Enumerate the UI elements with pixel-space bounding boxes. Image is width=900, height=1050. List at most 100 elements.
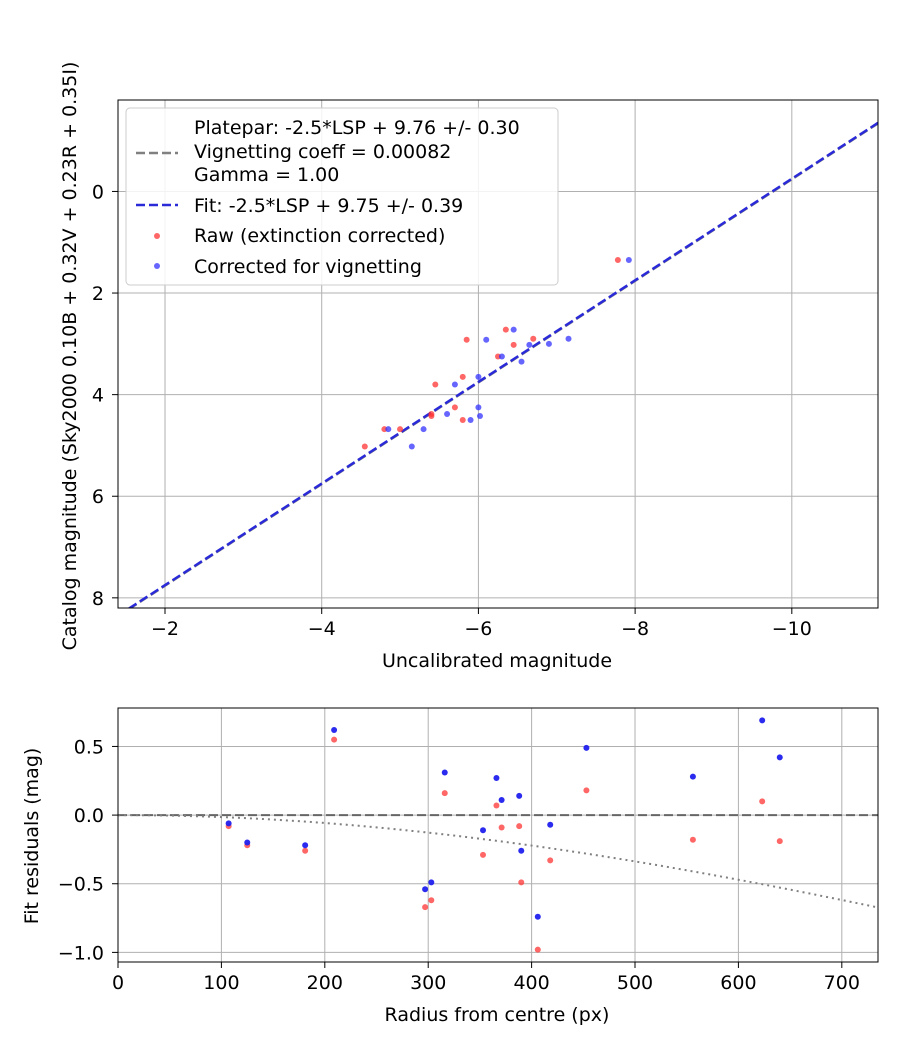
x-tick-label-bottom: 100 — [203, 972, 239, 994]
legend-corrected-label: Corrected for vignetting — [194, 256, 422, 278]
raw-residual-point — [480, 851, 487, 858]
axes-frame-bottom — [117, 707, 879, 963]
y-tick-label-bottom: 0.5 — [74, 736, 104, 758]
raw-point — [428, 410, 435, 417]
x-tick-label-bottom: 500 — [617, 972, 653, 994]
raw-point — [463, 336, 470, 343]
raw-point — [459, 373, 466, 380]
fit-line — [127, 121, 878, 608]
corrected-point — [625, 257, 632, 264]
x-axis-label-bottom: Radius from centre (px) — [385, 1004, 610, 1026]
corrected-point — [565, 335, 572, 342]
fit-lines-top — [127, 121, 878, 608]
corrected-point — [518, 358, 525, 365]
x-ticks-top: −2 −4 −6 −8 −10 — [151, 608, 812, 640]
raw-residual-point — [547, 857, 554, 864]
residuals-panel: 0 100 200 300 400 500 600 700 0.5 0.0 −0.5 −1.0 Ra… — [21, 707, 879, 1026]
corrected-point — [385, 426, 392, 433]
x-tick-label-bottom: 700 — [824, 972, 860, 994]
corrected-residual-point — [516, 792, 523, 799]
legend-raw-label: Raw (extinction corrected) — [194, 225, 445, 247]
corrected-residual-point — [422, 886, 429, 893]
y-tick-label-bottom: 0.0 — [74, 805, 104, 827]
magnitude-scatter-panel: −2 −4 −6 −8 −10 0 2 4 6 8 Uncalibrated magnitude… — [59, 62, 879, 672]
corrected-residual-point — [776, 754, 783, 761]
y-tick-label-top: 0 — [92, 181, 104, 203]
raw-point — [510, 341, 517, 348]
corrected-point — [475, 373, 482, 380]
y-tick-label-top: 4 — [92, 385, 104, 407]
raw-point — [530, 335, 537, 342]
corrected-residual-point — [547, 821, 554, 828]
raw-point — [397, 426, 404, 433]
y-axis-label-bottom: Fit residuals (mag) — [21, 748, 43, 925]
x-tick-label-bottom: 300 — [410, 972, 446, 994]
raw-point — [502, 326, 509, 333]
legend-platepar-label-line-1: Platepar: -2.5*LSP + 9.76 +/- 0.30 — [194, 117, 520, 139]
legend: Platepar: -2.5*LSP + 9.76 +/- 0.30 Vigne… — [125, 107, 559, 286]
x-ticks-bottom: 0 100 200 300 400 500 600 700 — [112, 962, 860, 994]
x-tick-label-top: −4 — [308, 618, 336, 640]
corrected-residual-point — [689, 773, 696, 780]
y-tick-label-top: 6 — [92, 486, 104, 508]
raw-residual-point — [331, 736, 338, 743]
corrected-residual-point — [498, 796, 505, 803]
corrected-point — [408, 443, 415, 450]
vignetting-curve — [118, 814, 878, 909]
raw-residual-point — [776, 838, 783, 845]
raw-residual-point — [689, 836, 696, 843]
reference-lines-bottom — [118, 814, 878, 909]
corrected-point — [476, 412, 483, 419]
legend-box — [125, 107, 559, 286]
x-tick-label-top: −10 — [772, 618, 812, 640]
x-tick-label-bottom: 0 — [112, 972, 124, 994]
raw-residual-point — [518, 879, 525, 886]
raw-point — [451, 404, 458, 411]
y-tick-label-bottom: −1.0 — [58, 942, 104, 964]
raw-residual-point — [534, 946, 541, 953]
raw-point — [432, 381, 439, 388]
y-tick-label-top: 2 — [92, 283, 104, 305]
points-top — [361, 257, 632, 450]
corrected-residual-point — [441, 769, 448, 776]
x-tick-label-bottom: 200 — [307, 972, 343, 994]
corrected-residual-point — [534, 913, 541, 920]
corrected-residual-point — [225, 820, 232, 827]
plot-area-bottom — [118, 708, 878, 962]
corrected-residual-point — [759, 717, 766, 724]
raw-residual-point — [759, 798, 766, 805]
corrected-point — [475, 404, 482, 411]
corrected-residual-point — [428, 879, 435, 886]
corrected-residual-point — [302, 842, 309, 849]
y-tick-label-top: 8 — [92, 588, 104, 610]
corrected-residual-point — [518, 847, 525, 854]
raw-residual-point — [516, 823, 523, 830]
corrected-point — [498, 353, 505, 360]
y-ticks-top: 0 2 4 6 8 — [92, 181, 118, 610]
corrected-point — [526, 341, 533, 348]
raw-point — [361, 443, 368, 450]
x-tick-label-bottom: 600 — [720, 972, 756, 994]
raw-point — [614, 257, 621, 264]
axes-frame-top — [117, 99, 879, 609]
raw-residual-point — [498, 824, 505, 831]
x-axis-label-top: Uncalibrated magnitude — [382, 650, 612, 672]
legend-raw-marker — [154, 233, 160, 239]
raw-residual-point — [583, 787, 590, 794]
legend-platepar-label-line-3: Gamma = 1.00 — [194, 164, 339, 186]
corrected-point — [420, 426, 427, 433]
corrected-point — [510, 326, 517, 333]
corrected-residual-point — [493, 775, 500, 782]
corrected-point — [451, 381, 458, 388]
corrected-residual-point — [244, 839, 251, 846]
corrected-residual-point — [480, 827, 487, 834]
corrected-point — [483, 336, 490, 343]
raw-residual-point — [441, 790, 448, 797]
corrected-residual-point — [583, 744, 590, 751]
x-tick-label-top: −6 — [464, 618, 492, 640]
x-tick-label-bottom: 400 — [513, 972, 549, 994]
raw-residual-point — [428, 897, 435, 904]
legend-fit-label: Fit: -2.5*LSP + 9.75 +/- 0.39 — [194, 195, 463, 217]
x-tick-label-top: −2 — [151, 618, 179, 640]
